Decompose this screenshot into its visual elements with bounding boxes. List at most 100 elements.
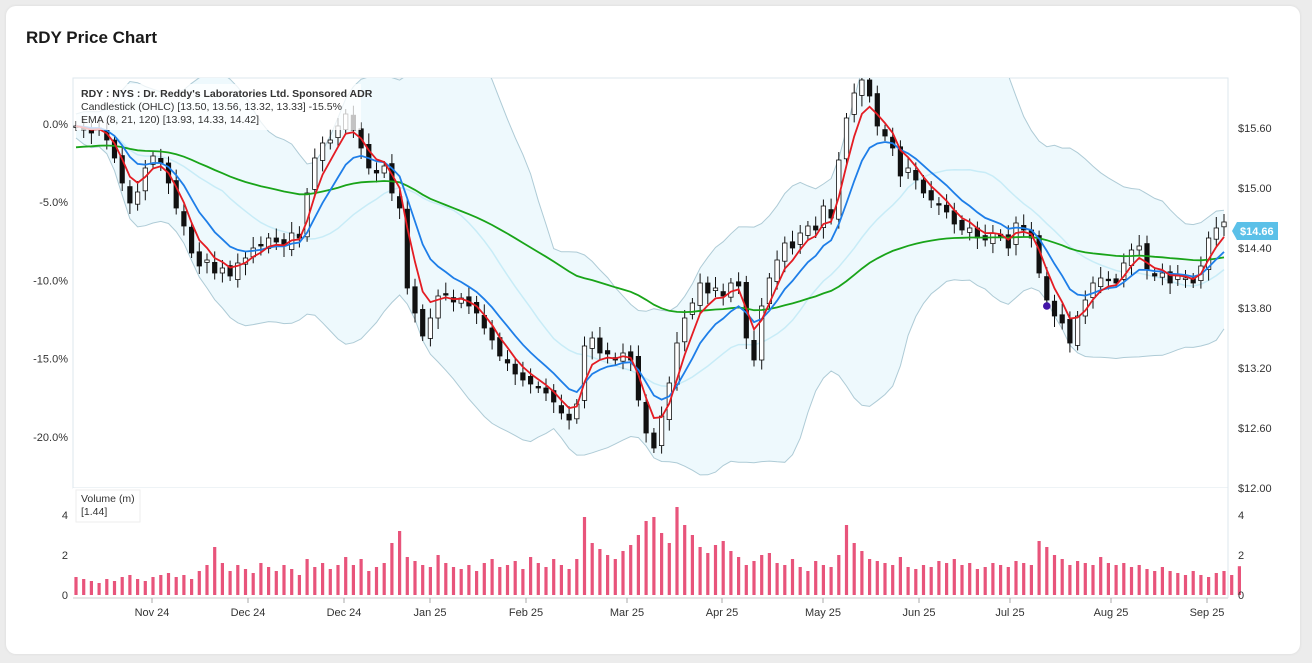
- percent-tick-label: -15.0%: [33, 354, 68, 366]
- volume-bar: [937, 561, 941, 595]
- volume-bar: [968, 563, 972, 595]
- candle-body: [1075, 315, 1081, 346]
- last-price-badge: $14.66: [1232, 222, 1278, 240]
- candle-body: [150, 155, 156, 165]
- x-tick-label: Aug 25: [1094, 607, 1129, 619]
- legend-volume-title: Volume (m): [81, 493, 135, 505]
- volume-bar: [136, 579, 140, 595]
- candle-body: [1059, 314, 1065, 324]
- candle-body: [219, 267, 225, 274]
- candle-body: [1221, 221, 1227, 228]
- candle-body: [928, 190, 934, 201]
- candle-body: [913, 169, 919, 181]
- volume-bar: [868, 559, 872, 595]
- volume-bar: [590, 543, 594, 595]
- volume-bar: [829, 567, 833, 595]
- volume-bar: [1222, 571, 1226, 595]
- volume-bar: [860, 551, 864, 595]
- volume-bar: [74, 577, 78, 595]
- volume-bar: [1006, 567, 1010, 595]
- candle-body: [420, 308, 426, 337]
- candle-body: [874, 93, 880, 127]
- bollinger-middle-line: [75, 125, 1225, 388]
- price-tick-label: $14.40: [1238, 243, 1272, 255]
- volume-bar: [112, 581, 117, 595]
- legend-candlestick: Candlestick (OHLC) [13.50, 13.56, 13.32,…: [81, 101, 342, 113]
- candle-body: [1090, 282, 1096, 299]
- volume-bar: [806, 571, 810, 595]
- volume-bar: [1029, 565, 1033, 595]
- candle-body: [705, 282, 711, 294]
- volume-bar: [629, 545, 633, 595]
- candle-body: [867, 79, 873, 97]
- volume-bar: [690, 535, 694, 595]
- legend-ema: EMA (8, 21, 120) [13.93, 14.33, 14.42]: [81, 114, 259, 126]
- candle-body: [905, 167, 911, 173]
- volume-bar: [660, 533, 664, 595]
- volume-bar: [1230, 575, 1234, 595]
- candle-body: [227, 265, 233, 277]
- price-tick-label: $13.20: [1238, 363, 1272, 375]
- volume-bar: [675, 507, 679, 595]
- candle-body: [581, 345, 588, 401]
- volume-bar: [213, 547, 217, 595]
- last-price-label: $14.66: [1240, 226, 1274, 238]
- volume-bar: [413, 561, 417, 595]
- volume-bar: [475, 571, 479, 595]
- candle-body: [566, 413, 572, 421]
- volume-bar: [975, 569, 979, 595]
- candle-body: [1105, 278, 1111, 282]
- candle-body: [813, 225, 819, 231]
- candle-body: [605, 350, 611, 355]
- candle-body: [273, 237, 279, 243]
- volume-bar: [228, 571, 232, 595]
- volume-bar: [382, 563, 386, 595]
- volume-bar: [1114, 565, 1118, 595]
- candle-body: [959, 219, 965, 231]
- candle-body: [851, 92, 857, 115]
- volume-bar: [606, 555, 610, 595]
- volume-tick-label-left: 2: [62, 550, 68, 562]
- volume-bar: [1022, 563, 1026, 595]
- volume-bar: [1068, 565, 1072, 595]
- candle-body: [843, 117, 850, 160]
- volume-bar: [174, 577, 178, 595]
- candle-body: [188, 226, 195, 254]
- volume-bar: [582, 517, 587, 595]
- volume-bar: [1145, 569, 1149, 595]
- candle-body: [628, 351, 634, 361]
- candle-body: [1051, 300, 1058, 317]
- ema-8-line: [75, 105, 1225, 419]
- candle-body: [535, 385, 541, 389]
- volume-bar: [390, 543, 394, 595]
- candle-body: [512, 363, 518, 375]
- volume-bar: [444, 563, 448, 595]
- candle-body: [142, 167, 148, 192]
- candle-body: [1182, 277, 1189, 280]
- candle-body: [1190, 277, 1196, 284]
- volume-bar: [182, 575, 186, 595]
- volume-bar: [1199, 575, 1203, 595]
- event-marker[interactable]: [1043, 302, 1051, 310]
- volume-bar: [359, 559, 363, 595]
- volume-tick-label-right: 4: [1238, 510, 1244, 522]
- candle-body: [712, 287, 719, 291]
- volume-bar: [667, 543, 671, 595]
- volume-bar: [513, 561, 517, 595]
- candle-body: [443, 293, 449, 296]
- volume-bar: [621, 551, 625, 595]
- volume-bar: [798, 567, 802, 595]
- volume-bar: [1160, 567, 1164, 595]
- volume-bar: [875, 561, 879, 595]
- volume-bar: [767, 553, 771, 595]
- volume-bar: [837, 555, 841, 595]
- volume-bar: [752, 561, 756, 595]
- volume-bar: [1137, 565, 1141, 595]
- volume-bar: [991, 563, 995, 595]
- candle-body: [597, 337, 603, 354]
- volume-bar: [367, 571, 371, 595]
- volume-bar: [536, 563, 540, 595]
- volume-bar: [505, 565, 510, 595]
- candle-body: [1044, 276, 1050, 301]
